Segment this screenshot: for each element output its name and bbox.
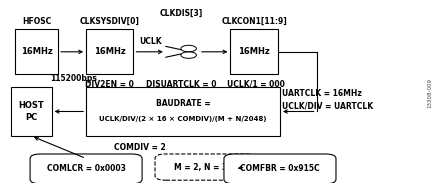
Text: CLKCON1[11:9]: CLKCON1[11:9] [221,17,286,26]
Text: CLKSYSDIV[0]: CLKSYSDIV[0] [80,17,139,26]
FancyBboxPatch shape [86,87,279,136]
Text: BAUDRATE =: BAUDRATE = [155,99,210,108]
FancyBboxPatch shape [15,29,58,74]
Text: M = 2, N = 348: M = 2, N = 348 [173,163,237,172]
FancyBboxPatch shape [86,29,133,74]
Text: COMLCR = 0x0003: COMLCR = 0x0003 [46,164,125,173]
Text: UCLK/DIV/(2 × 16 × COMDIV)/(M + N/2048): UCLK/DIV/(2 × 16 × COMDIV)/(M + N/2048) [99,116,266,122]
Text: 16MHz: 16MHz [21,47,53,56]
Text: DIV2EN = 0: DIV2EN = 0 [85,80,134,89]
Text: UCLK: UCLK [139,37,161,46]
FancyBboxPatch shape [230,29,277,74]
FancyBboxPatch shape [224,154,335,184]
FancyBboxPatch shape [11,87,52,136]
Text: 115200bps: 115200bps [49,74,96,83]
Text: COMFBR = 0x915C: COMFBR = 0x915C [240,164,319,173]
Text: CLKDIS[3]: CLKDIS[3] [159,9,202,18]
FancyBboxPatch shape [30,154,142,184]
Text: UCLK/1 = 000: UCLK/1 = 000 [227,80,285,89]
Text: HOST
PC: HOST PC [18,101,44,122]
Text: HFOSC: HFOSC [22,17,51,26]
Text: 16MHz: 16MHz [94,47,125,56]
Text: 16MHz: 16MHz [238,47,270,56]
Text: 13308-009: 13308-009 [426,78,431,107]
Text: UARTCLK = 16MHz
UCLK/DIV = UARTCLK: UARTCLK = 16MHz UCLK/DIV = UARTCLK [282,89,372,110]
FancyBboxPatch shape [155,154,256,180]
Text: COMDIV = 2: COMDIV = 2 [114,143,165,152]
Text: DISUARTCLK = 0: DISUARTCLK = 0 [145,80,216,89]
